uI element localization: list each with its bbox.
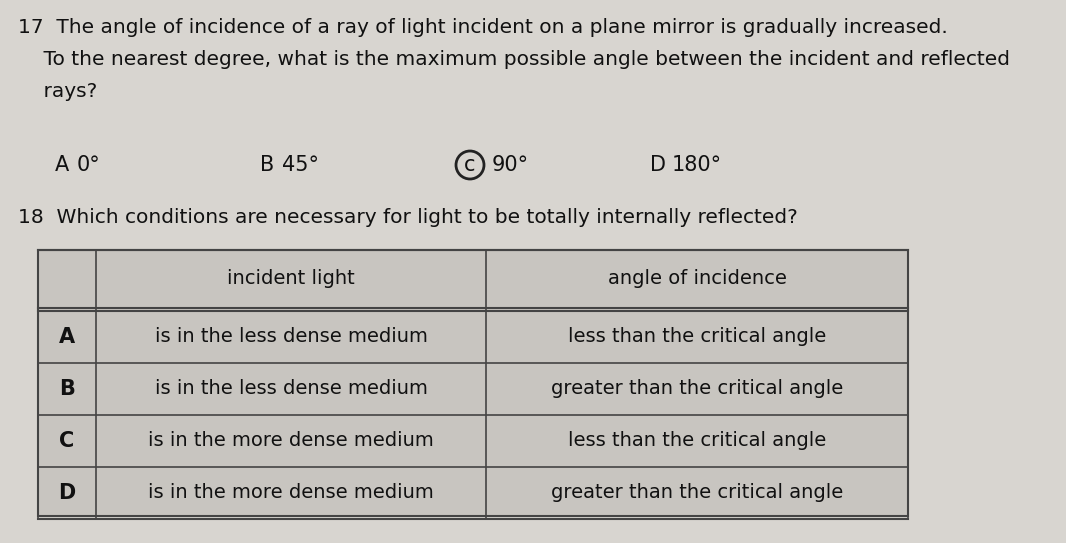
- Text: D: D: [59, 483, 76, 503]
- Text: less than the critical angle: less than the critical angle: [568, 432, 826, 451]
- Text: 0°: 0°: [77, 155, 101, 175]
- Text: is in the less dense medium: is in the less dense medium: [155, 380, 427, 399]
- Text: To the nearest degree, what is the maximum possible angle between the incident a: To the nearest degree, what is the maxim…: [18, 50, 1010, 69]
- Text: 17  The angle of incidence of a ray of light incident on a plane mirror is gradu: 17 The angle of incidence of a ray of li…: [18, 18, 948, 37]
- Text: 180°: 180°: [672, 155, 722, 175]
- Text: B: B: [59, 379, 75, 399]
- Text: c: c: [465, 155, 475, 175]
- Text: is in the less dense medium: is in the less dense medium: [155, 327, 427, 346]
- Text: B: B: [260, 155, 274, 175]
- Text: incident light: incident light: [227, 269, 355, 288]
- Text: is in the more dense medium: is in the more dense medium: [148, 432, 434, 451]
- Text: D: D: [650, 155, 666, 175]
- Text: is in the more dense medium: is in the more dense medium: [148, 483, 434, 502]
- Text: greater than the critical angle: greater than the critical angle: [551, 483, 843, 502]
- Text: less than the critical angle: less than the critical angle: [568, 327, 826, 346]
- Text: C: C: [60, 431, 75, 451]
- Text: rays?: rays?: [18, 82, 97, 101]
- Text: angle of incidence: angle of incidence: [608, 269, 787, 288]
- Text: A: A: [59, 327, 75, 347]
- Text: 90°: 90°: [492, 155, 529, 175]
- Text: A: A: [55, 155, 69, 175]
- Text: greater than the critical angle: greater than the critical angle: [551, 380, 843, 399]
- Text: 18  Which conditions are necessary for light to be totally internally reflected?: 18 Which conditions are necessary for li…: [18, 208, 797, 227]
- Text: 45°: 45°: [282, 155, 319, 175]
- FancyBboxPatch shape: [38, 250, 908, 516]
